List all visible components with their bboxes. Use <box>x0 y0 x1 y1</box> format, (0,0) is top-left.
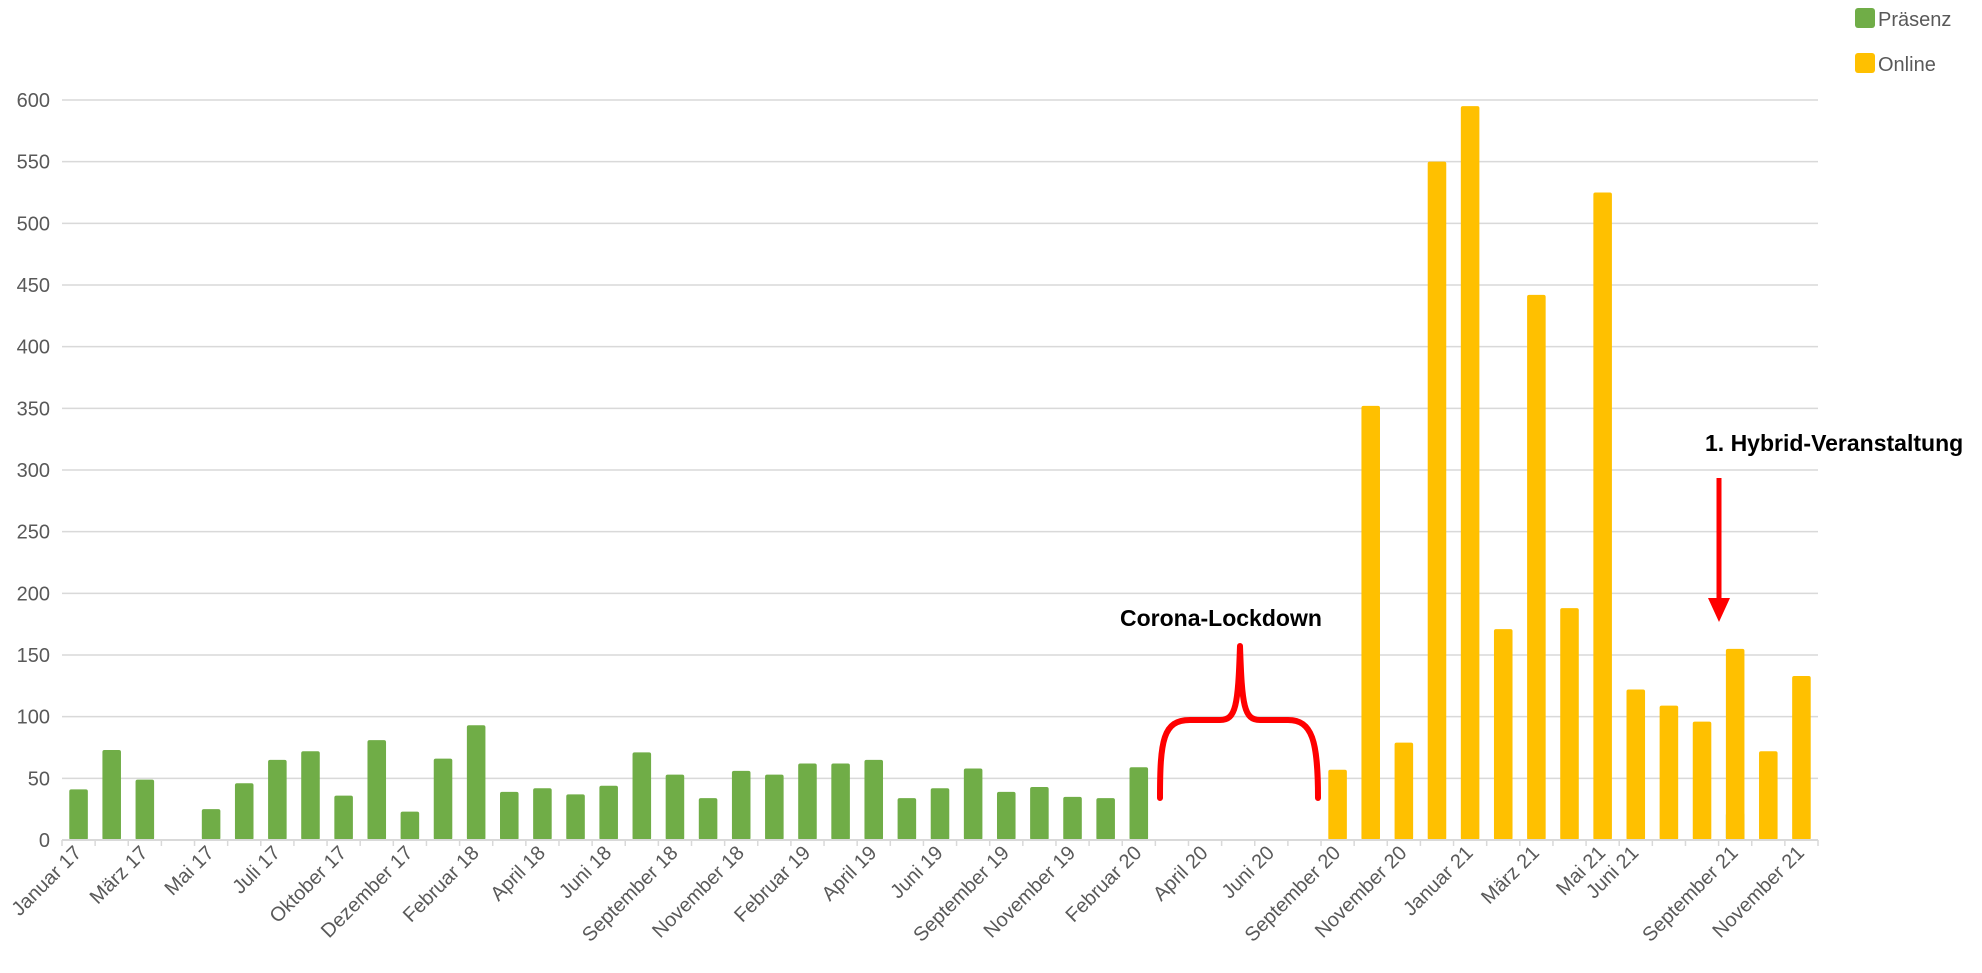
legend: Präsenz Online <box>1855 8 1951 76</box>
y-tick-label: 450 <box>17 275 50 297</box>
lockdown-annotation: Corona-Lockdown <box>1120 605 1322 801</box>
y-tick-label: 550 <box>17 152 50 174</box>
bar-online <box>1361 405 1380 840</box>
bar-praesenz <box>201 809 221 840</box>
hybrid-arrow-head <box>1708 598 1730 622</box>
bar-online <box>1593 192 1612 840</box>
y-tick-label: 300 <box>17 460 50 482</box>
bar-online <box>1427 161 1447 840</box>
bar-praesenz <box>765 774 784 840</box>
y-tick-label: 350 <box>17 398 50 420</box>
y-tick-label: 0 <box>39 830 50 852</box>
bar-online <box>1394 742 1414 840</box>
x-tick-label: Juni 20 <box>1218 842 1279 903</box>
bar-praesenz <box>566 794 585 840</box>
x-tick-label: Mai 17 <box>161 842 219 900</box>
bar-praesenz <box>466 725 486 840</box>
y-tick-label: 150 <box>17 645 50 667</box>
bar-online <box>1527 294 1546 840</box>
bar-praesenz <box>996 791 1016 840</box>
bar-praesenz <box>831 763 850 840</box>
bar-praesenz <box>665 774 685 840</box>
legend-swatch-praesenz <box>1855 8 1875 28</box>
bar-praesenz <box>731 770 751 840</box>
bar-online <box>1493 629 1513 840</box>
bar-praesenz <box>963 768 983 840</box>
bar-praesenz <box>1063 796 1082 840</box>
bar-online <box>1692 721 1712 840</box>
bar-praesenz <box>798 763 817 840</box>
bar-praesenz <box>1030 786 1049 840</box>
lockdown-brace <box>1157 643 1321 801</box>
bar-online <box>1659 705 1679 840</box>
bar-praesenz <box>930 788 950 840</box>
x-tick-label: März 17 <box>86 842 153 909</box>
bar-online <box>1460 106 1480 840</box>
gridlines <box>62 99 1818 780</box>
lockdown-annotation-label: Corona-Lockdown <box>1120 605 1322 631</box>
bar-praesenz <box>1096 798 1115 840</box>
bar-praesenz <box>698 798 718 840</box>
x-tick-label: Juni 18 <box>555 842 616 903</box>
bar-praesenz <box>301 751 320 840</box>
x-tick-label: Juni 19 <box>886 842 947 903</box>
y-tick-label: 250 <box>17 522 50 544</box>
bar-praesenz <box>864 759 884 840</box>
y-tick-label: 400 <box>17 337 50 359</box>
legend-label-online: Online <box>1878 54 1936 76</box>
y-tick-label: 500 <box>17 213 50 235</box>
legend-swatch-online <box>1855 53 1875 73</box>
hybrid-annotation: 1. Hybrid-Veranstaltung <box>1705 430 1963 622</box>
bar-praesenz <box>500 791 519 840</box>
x-tick-label: März 21 <box>1477 842 1544 909</box>
bars <box>69 106 1811 840</box>
hybrid-annotation-label: 1. Hybrid-Veranstaltung <box>1705 430 1963 456</box>
x-tick-label: Januar 17 <box>8 842 86 920</box>
x-tick-label: April 20 <box>1149 842 1213 906</box>
y-tick-label: 50 <box>28 768 50 790</box>
bar-online <box>1792 675 1811 840</box>
bar-praesenz <box>533 788 552 840</box>
bar-praesenz <box>334 795 353 840</box>
x-tick-label: April 18 <box>486 842 550 906</box>
bar-praesenz <box>135 779 155 840</box>
bar-online <box>1560 608 1579 840</box>
bar-praesenz <box>268 759 287 840</box>
bar-praesenz <box>102 749 121 840</box>
x-tick-label: Juli 17 <box>228 842 284 898</box>
bar-praesenz <box>400 811 420 840</box>
legend-label-praesenz: Präsenz <box>1878 9 1951 31</box>
bar-online <box>1725 648 1745 840</box>
bar-online <box>1759 751 1778 840</box>
bar-praesenz <box>632 752 652 840</box>
bar-praesenz <box>599 785 618 840</box>
bar-praesenz <box>234 783 254 840</box>
y-tick-label: 200 <box>17 583 50 605</box>
y-tick-label: 100 <box>17 707 50 729</box>
bar-online <box>1626 689 1646 840</box>
x-tick-label: April 19 <box>818 842 882 906</box>
bar-online <box>1328 769 1347 840</box>
bar-praesenz <box>367 740 387 840</box>
bar-praesenz <box>69 789 88 840</box>
y-axis-tick-labels: 0 50 100 150 200 250 300 350 400 450 500 550 600 <box>17 90 50 852</box>
bar-praesenz <box>1129 767 1149 840</box>
y-tick-label: 600 <box>17 90 50 112</box>
x-tick-label: Januar 21 <box>1399 842 1477 920</box>
bar-praesenz <box>897 798 917 840</box>
bar-praesenz <box>433 758 453 840</box>
